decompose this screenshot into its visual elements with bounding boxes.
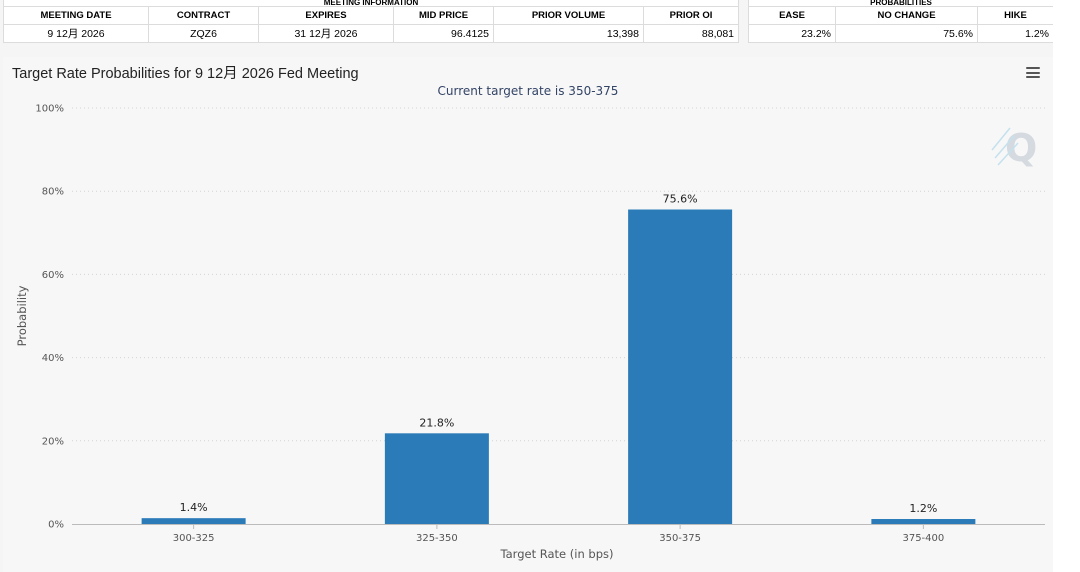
probabilities-table: PROBABILITIES EASE NO CHANGE HIKE 23.2% … xyxy=(748,0,1054,43)
bar-300-325[interactable] xyxy=(141,518,246,524)
gridlines xyxy=(72,107,1045,442)
data-label: 75.6% xyxy=(663,193,698,206)
bars xyxy=(141,209,976,524)
y-tick-label: 0% xyxy=(48,520,64,531)
table-row: 9 12月 2026 ZQZ6 31 12月 2026 96.4125 13,3… xyxy=(3,24,740,43)
y-tick-label: 40% xyxy=(42,353,64,364)
bar-325-350[interactable] xyxy=(384,433,489,524)
chart-panel xyxy=(3,57,1053,572)
x-axis-title: Target Rate (in bps) xyxy=(500,547,614,561)
meeting-information-table: MEETING INFORMATION MEETING DATE CONTRAC… xyxy=(2,0,740,43)
cell-ease: 23.2% xyxy=(748,24,836,43)
hamburger-menu-icon[interactable] xyxy=(1026,67,1040,78)
svg-text:Q: Q xyxy=(1005,126,1037,170)
q-logo-icon: Q xyxy=(991,126,1037,170)
table-row: 23.2% 75.6% 1.2% xyxy=(748,24,1054,43)
data-label: 1.4% xyxy=(180,501,208,514)
bar-375-400[interactable] xyxy=(871,519,976,524)
x-axis-ticks: 300-325 325-350 350-375 375-400 xyxy=(173,524,944,544)
y-axis-title: Probability xyxy=(15,285,29,346)
cell-prior-volume: 13,398 xyxy=(493,24,644,43)
cell-contract: ZQZ6 xyxy=(148,24,259,43)
y-tick-label: 80% xyxy=(42,187,64,198)
x-tick-label: 300-325 xyxy=(173,533,215,544)
data-label: 1.2% xyxy=(909,502,937,515)
cell-prior-oi: 88,081 xyxy=(642,24,740,43)
data-labels: 1.4% 21.8% 75.6% 1.2% xyxy=(180,193,938,516)
page-margin xyxy=(1053,0,1080,572)
x-tick-label: 375-400 xyxy=(902,533,944,544)
bar-350-375[interactable] xyxy=(628,209,733,524)
cell-hike: 1.2% xyxy=(977,24,1054,43)
cell-expires: 31 12月 2026 xyxy=(258,24,394,43)
data-label: 21.8% xyxy=(419,416,454,429)
y-axis-ticks: 0% 20% 40% 60% 80% 100% xyxy=(35,104,64,531)
y-tick-label: 20% xyxy=(42,436,64,447)
chart-title: Target Rate Probabilities for 9 12月 2026… xyxy=(12,66,359,82)
y-tick-label: 60% xyxy=(42,270,64,281)
chart-subtitle: Current target rate is 350-375 xyxy=(438,84,619,98)
cell-mid-price: 96.4125 xyxy=(393,24,494,43)
x-tick-label: 350-375 xyxy=(659,533,701,544)
y-tick-label: 100% xyxy=(35,104,64,115)
cell-meeting-date: 9 12月 2026 xyxy=(3,24,149,43)
x-tick-label: 325-350 xyxy=(416,533,458,544)
